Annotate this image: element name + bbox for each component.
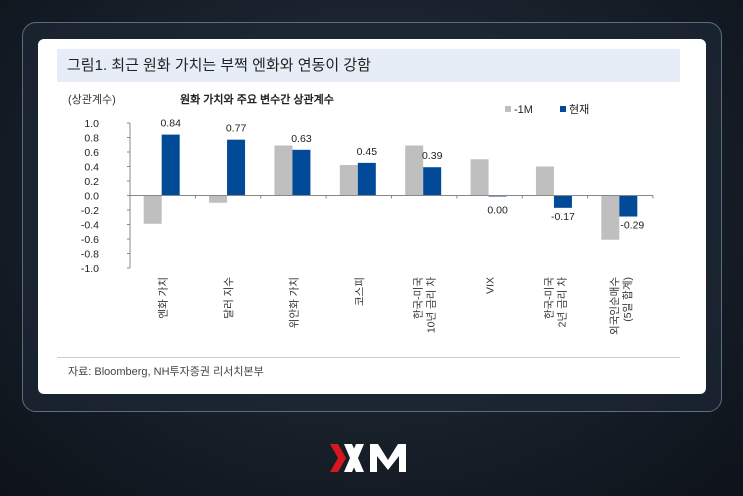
- data-label: -0.17: [551, 211, 575, 223]
- legend-label: -1M: [514, 104, 533, 116]
- data-label: 0.63: [291, 133, 312, 145]
- x-category-label: 위안화 가치: [287, 277, 300, 328]
- bar-current: [227, 139, 246, 196]
- y-tick-label: 1.0: [84, 118, 99, 130]
- data-label: -0.29: [620, 220, 644, 232]
- bar-prev-month: [339, 165, 358, 196]
- x-category-label: 10년 금리 차: [426, 277, 438, 333]
- data-label: 0.45: [357, 146, 378, 158]
- bar-prev-month: [209, 195, 228, 203]
- bar-current: [553, 195, 572, 208]
- x-category-label: 엔화 가치: [158, 277, 170, 319]
- y-tick-label: -0.4: [81, 220, 99, 232]
- y-tick-label: -0.6: [81, 234, 99, 246]
- source-note: 자료: Bloomberg, NH투자증권 리서치본부: [68, 366, 264, 378]
- bar-current: [619, 195, 638, 217]
- legend-swatch: [560, 106, 566, 112]
- data-label: 0.84: [160, 118, 181, 130]
- y-tick-label: 0.2: [84, 176, 99, 188]
- chart-title: 원화 가치와 주요 변수간 상관계수: [180, 92, 334, 106]
- figure-title: 그림1. 최근 원화 가치는 부쩍 엔화와 연동이 강함: [57, 49, 680, 82]
- x-category-label: 2년 금리 차: [556, 277, 568, 328]
- legend-swatch: [505, 106, 511, 112]
- bar-prev-month: [405, 145, 424, 196]
- bar-current: [161, 134, 180, 196]
- y-tick-label: 0.4: [84, 162, 99, 174]
- legend-label: 현재: [569, 103, 589, 116]
- x-category-label: (5일 합계): [621, 277, 634, 322]
- x-category-label: 달러 지수: [223, 277, 235, 319]
- x-category-label: 코스피: [354, 277, 366, 306]
- bar-prev-month: [274, 145, 293, 196]
- y-axis-label: (상관계수): [68, 93, 116, 106]
- x-category-label: 한국-미국: [543, 277, 555, 319]
- data-label: 0.77: [226, 123, 247, 135]
- bar-prev-month: [470, 159, 489, 196]
- xm-logo: [330, 444, 406, 472]
- x-category-label: 외국인순매수: [609, 277, 621, 335]
- bar-current: [423, 167, 442, 196]
- data-label: 0.39: [422, 150, 443, 162]
- y-tick-label: 0.6: [84, 147, 99, 159]
- bar-prev-month: [535, 166, 554, 196]
- divider: [57, 357, 680, 358]
- y-tick-label: 0.0: [84, 191, 99, 203]
- y-tick-label: -0.2: [81, 205, 99, 217]
- bar-prev-month: [601, 195, 620, 240]
- data-label: 0.00: [487, 205, 508, 217]
- bar-current: [292, 149, 311, 196]
- x-category-label: VIX: [485, 277, 497, 294]
- bar-current: [357, 162, 376, 196]
- y-tick-label: -0.8: [81, 249, 99, 261]
- bar-prev-month: [143, 195, 162, 224]
- y-tick-label: -1.0: [81, 263, 99, 275]
- x-category-label: 한국-미국: [413, 277, 425, 319]
- y-tick-label: 0.8: [84, 133, 99, 145]
